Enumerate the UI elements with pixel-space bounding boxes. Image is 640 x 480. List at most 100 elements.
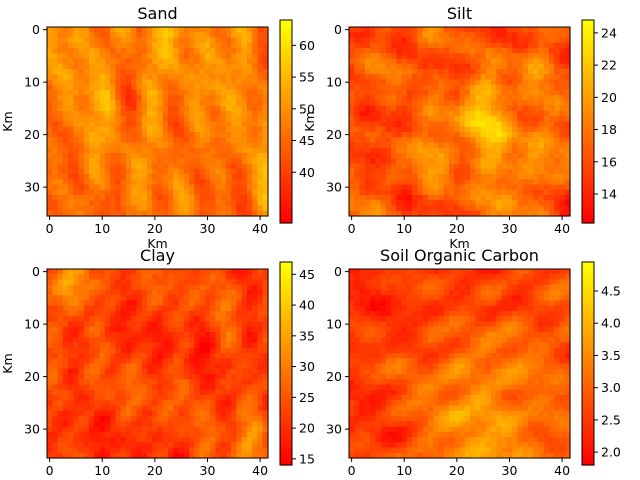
- heatmap-cell: [443, 142, 450, 149]
- heatmap-cell: [83, 137, 90, 144]
- heatmap-cell: [162, 168, 169, 175]
- heatmap-cell: [168, 27, 174, 33]
- heatmap-cell: [162, 363, 169, 370]
- heatmap-cell: [78, 48, 85, 54]
- heatmap-cell: [543, 84, 550, 91]
- heatmap-cell: [522, 274, 529, 281]
- heatmap-cell: [522, 158, 529, 165]
- heatmap-cell: [225, 374, 232, 380]
- heatmap-cell: [417, 189, 424, 196]
- heatmap-cell: [168, 347, 174, 354]
- heatmap-cell: [422, 53, 429, 60]
- heatmap-cell: [354, 48, 361, 54]
- heatmap-cell: [125, 416, 132, 422]
- heatmap-cell: [548, 90, 555, 96]
- heatmap-cell: [125, 442, 132, 449]
- colorbar-segment: [280, 30, 292, 35]
- heatmap-cell: [533, 32, 540, 39]
- heatmap-cell: [141, 205, 148, 212]
- heatmap-cell: [73, 426, 80, 433]
- heatmap-cell: [52, 269, 59, 275]
- heatmap-cell: [146, 179, 153, 186]
- heatmap-cell: [427, 132, 434, 138]
- heatmap-cell: [236, 27, 243, 33]
- heatmap-cell: [115, 284, 122, 291]
- heatmap-cell: [375, 179, 382, 186]
- heatmap-cell: [131, 210, 138, 217]
- colorbar-segment: [280, 168, 292, 173]
- colorbar-segment: [280, 121, 292, 126]
- heatmap-cell: [559, 284, 566, 291]
- heatmap-cell: [438, 121, 445, 128]
- heatmap-cell: [220, 111, 227, 117]
- heatmap-cell: [89, 368, 95, 375]
- heatmap-cell: [443, 153, 450, 159]
- heatmap-cell: [548, 84, 555, 91]
- heatmap-cell: [491, 210, 497, 217]
- heatmap-cell: [57, 95, 64, 102]
- heatmap-cell: [375, 37, 382, 44]
- heatmap-cell: [396, 90, 403, 96]
- heatmap-cell: [496, 53, 503, 60]
- heatmap-cell: [189, 279, 195, 286]
- heatmap-cell: [68, 311, 74, 317]
- heatmap-cell: [475, 142, 482, 149]
- heatmap-cell: [168, 195, 174, 201]
- heatmap-cell: [194, 447, 201, 454]
- heatmap-cell: [454, 147, 461, 154]
- heatmap-cell: [199, 321, 206, 328]
- heatmap-cell: [47, 105, 53, 112]
- colorbar-segment: [582, 101, 594, 106]
- heatmap-cell: [522, 153, 529, 159]
- heatmap-cell: [120, 452, 127, 459]
- heatmap-cell: [168, 200, 174, 207]
- heatmap-cell: [417, 100, 424, 107]
- heatmap-cell: [215, 63, 222, 70]
- heatmap-cell: [506, 284, 513, 291]
- heatmap-cell: [115, 69, 122, 75]
- heatmap-cell: [543, 174, 550, 180]
- heatmap-cell: [246, 269, 253, 275]
- heatmap-cell: [162, 111, 169, 117]
- colorbar-segment: [582, 138, 594, 143]
- heatmap-cell: [522, 121, 529, 128]
- heatmap-cell: [522, 116, 529, 123]
- heatmap-cell: [99, 69, 106, 75]
- heatmap-cell: [349, 74, 355, 81]
- heatmap-cell: [52, 337, 59, 344]
- heatmap-cell: [194, 347, 201, 354]
- heatmap-cell: [89, 48, 95, 54]
- heatmap-cell: [210, 189, 216, 196]
- heatmap-cell: [396, 200, 403, 207]
- heatmap-cell: [110, 347, 116, 354]
- heatmap-cell: [512, 205, 518, 212]
- heatmap-cell: [522, 111, 529, 117]
- heatmap-cell: [78, 189, 85, 196]
- heatmap-cell: [564, 200, 571, 207]
- heatmap-cell: [496, 168, 503, 175]
- heatmap-cell: [262, 421, 269, 428]
- heatmap-cell: [231, 353, 238, 359]
- heatmap-cell: [215, 184, 222, 191]
- colorbar-tick-label: 55: [299, 70, 315, 85]
- heatmap-cell: [533, 84, 540, 91]
- heatmap-cell: [427, 84, 434, 91]
- heatmap-cell: [204, 389, 211, 396]
- heatmap-cell: [241, 200, 248, 207]
- heatmap-cell: [115, 90, 122, 96]
- heatmap-cell: [470, 153, 476, 159]
- heatmap-cell: [517, 269, 524, 275]
- heatmap-cell: [246, 168, 253, 175]
- heatmap-cell: [62, 316, 69, 323]
- heatmap-cell: [517, 100, 524, 107]
- heatmap-cell: [194, 205, 201, 212]
- heatmap-cell: [57, 195, 64, 201]
- colorbar-segment: [582, 168, 594, 173]
- heatmap-cell: [83, 295, 90, 302]
- heatmap-cell: [131, 95, 138, 102]
- heatmap-cell: [215, 210, 222, 217]
- colorbar-segment: [582, 216, 594, 221]
- heatmap-cell: [246, 311, 253, 317]
- heatmap-cell: [131, 126, 138, 133]
- heatmap-cell: [168, 174, 174, 180]
